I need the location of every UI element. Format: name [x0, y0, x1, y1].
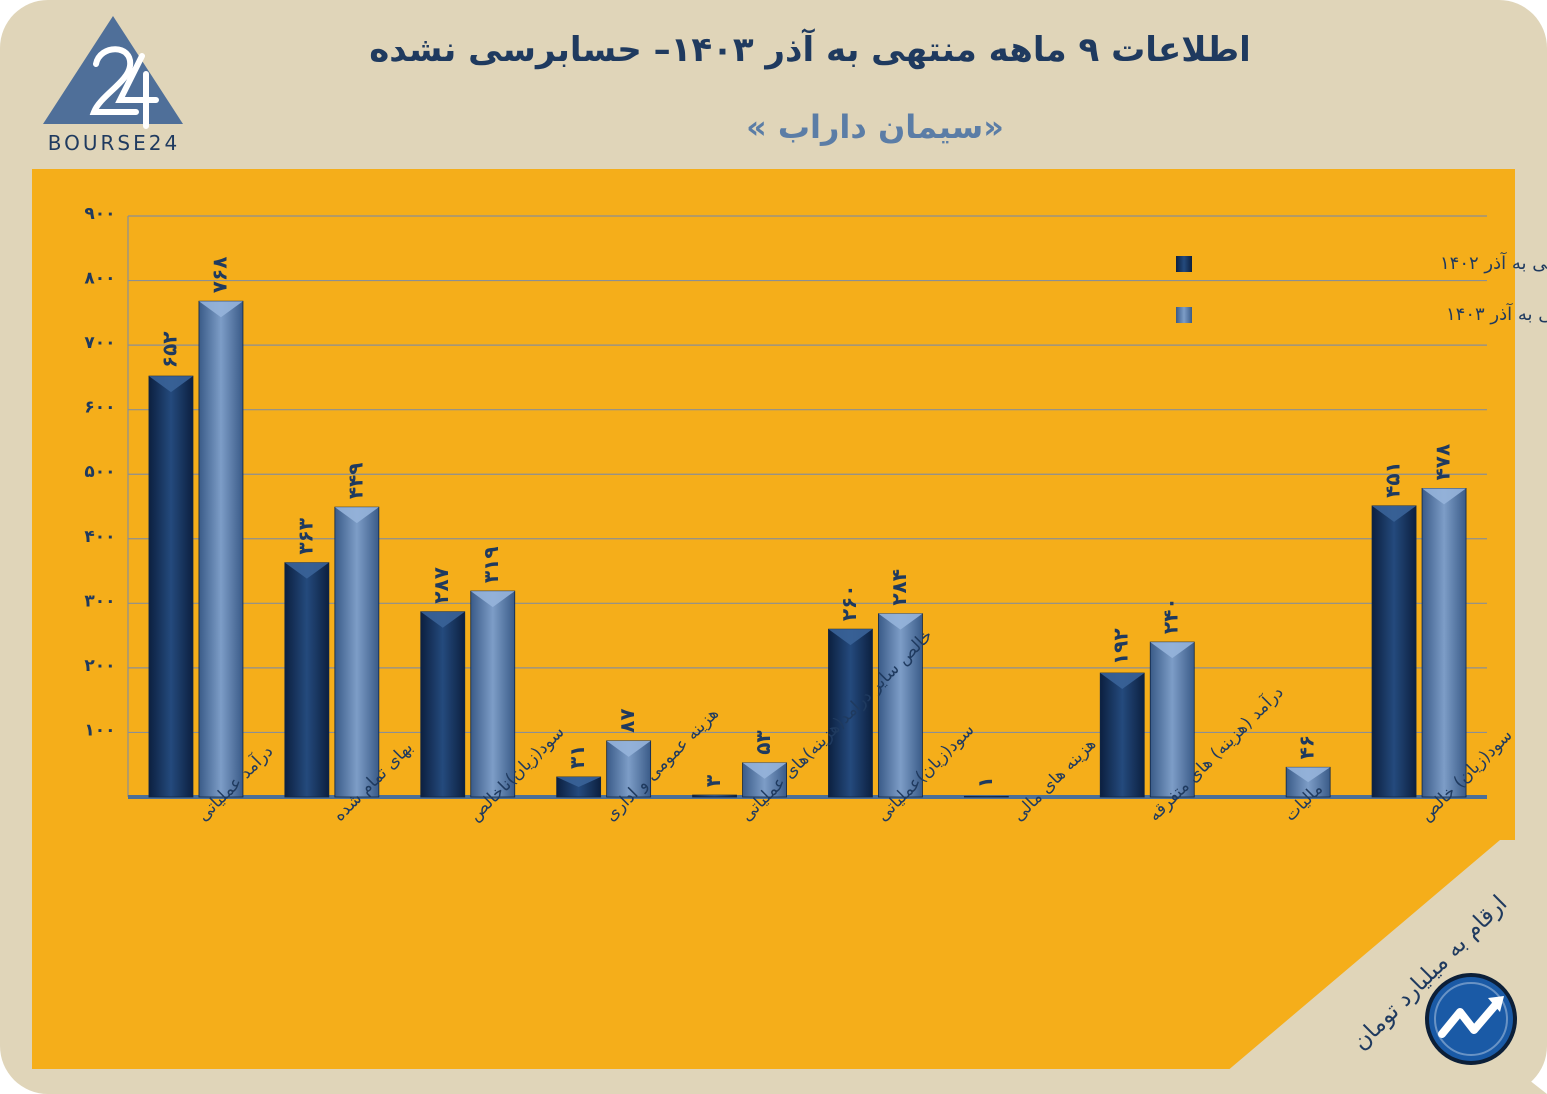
- data-label: ۲۶۰: [837, 585, 861, 622]
- data-label: ۴۷۸: [1431, 444, 1455, 481]
- data-label: ۱: [973, 776, 997, 788]
- legend-swatch-1403: [1176, 307, 1192, 323]
- bar-1403-7: [1149, 641, 1195, 798]
- bar-1403-2: [470, 590, 516, 798]
- bar-cap: [334, 507, 379, 524]
- data-label: ۳۱: [565, 745, 589, 769]
- bar-cap: [198, 301, 243, 318]
- y-tick-label: ۳۰۰: [84, 591, 115, 611]
- y-tick-label: ۸۰۰: [84, 269, 115, 289]
- bar-cap: [1372, 505, 1417, 522]
- bar-cap: [1422, 488, 1467, 505]
- data-label: ۸۷: [615, 708, 639, 732]
- y-tick-label: ۴۰۰: [84, 527, 115, 547]
- data-label: ۲۸۷: [429, 567, 453, 604]
- bar-cap: [692, 795, 737, 797]
- y-tick-label: ۷۰۰: [84, 333, 115, 353]
- data-label: ۱۹۲: [1109, 628, 1133, 665]
- bar-cap: [1150, 642, 1195, 659]
- bar-cap: [556, 776, 601, 787]
- bar-cap: [878, 613, 923, 630]
- bar-1402-1: [284, 562, 330, 798]
- y-tick-label: ۶۰۰: [84, 398, 115, 418]
- bar-1403-1: [334, 506, 380, 798]
- page-subtitle: «سیمان داراب »: [746, 108, 1004, 146]
- chart-panel: [32, 169, 1515, 1069]
- data-label: ۳: [701, 775, 725, 787]
- data-label: ۳۱۹: [479, 546, 503, 583]
- bar-cap: [420, 611, 465, 628]
- data-label: ۷۶۸: [207, 257, 231, 294]
- data-label: ۵۳: [751, 730, 775, 754]
- data-label: ۴۴۹: [343, 463, 367, 500]
- y-tick-label: ۲۰۰: [84, 656, 115, 676]
- legend-swatch-1402: [1176, 256, 1192, 272]
- legend-label-1402: عملکرد منتهی به آذر ۱۴۰۲: [1440, 251, 1547, 274]
- data-label: ۳۶۳: [293, 518, 317, 555]
- bar-1403-9: [1421, 488, 1467, 798]
- bar-cap: [470, 591, 515, 608]
- y-tick-label: ۱۰۰: [84, 720, 115, 740]
- x-category-label: هزینه های مالی: [1009, 734, 1100, 825]
- bar-cap: [148, 376, 193, 393]
- bar-1403-0: [198, 300, 244, 798]
- data-label: ۲۸۴: [887, 569, 911, 606]
- bar-cap: [284, 562, 329, 579]
- bar-1402-2: [420, 611, 466, 798]
- data-label: ۴۵۱: [1381, 461, 1405, 498]
- bar-1402-0: [148, 375, 194, 798]
- y-tick-label: ۵۰۰: [84, 462, 115, 482]
- y-tick-label: ۹۰۰: [84, 204, 115, 224]
- bar-1402-5: [828, 628, 873, 798]
- bar-cap: [606, 740, 651, 757]
- data-label: ۴۶: [1295, 735, 1319, 759]
- bar-1402-7: [1099, 672, 1145, 798]
- bourse24-logo: [43, 16, 183, 129]
- trend-logo-icon: [1425, 973, 1517, 1065]
- bar-1402-9: [1371, 505, 1417, 798]
- bar-cap: [1100, 673, 1145, 690]
- bar-cap: [742, 762, 787, 779]
- data-label: ۶۵۲: [157, 331, 181, 368]
- data-label: ۲۴۰: [1159, 597, 1183, 634]
- bar-cap: [828, 629, 873, 646]
- bar-1403-5: [878, 613, 923, 798]
- legend-label-1403: عملکرد منتهی به آذر ۱۴۰۳: [1446, 302, 1547, 325]
- logo-text: BOURSE24: [47, 131, 181, 155]
- bar-cap: [1286, 767, 1331, 783]
- page-title: اطلاعات ۹ ماهه منتهی به آذر ۱۴۰۳– حسابرس…: [369, 30, 1251, 70]
